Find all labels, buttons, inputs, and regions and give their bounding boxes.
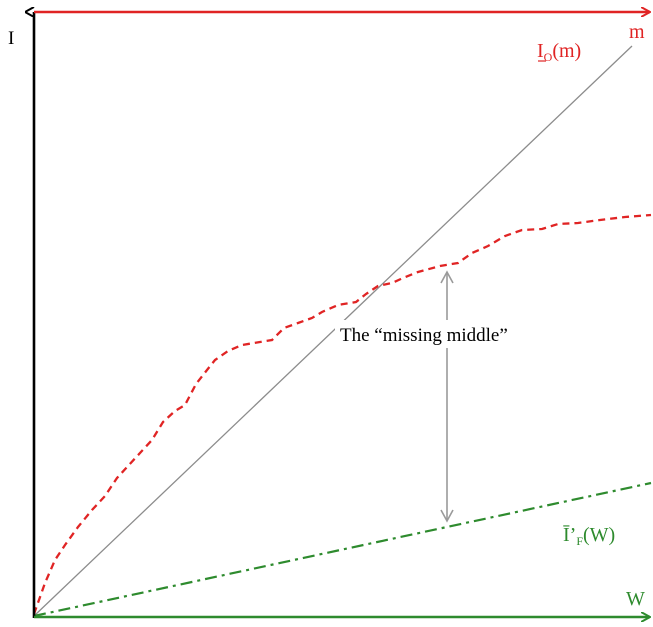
if-curve-label-subscript: F bbox=[576, 534, 583, 548]
io-curve-label-main: I bbox=[537, 40, 544, 62]
diagonal-line bbox=[33, 45, 633, 617]
top-axis-label: m bbox=[629, 21, 645, 43]
vertical-axis-label: I bbox=[8, 28, 14, 49]
if-curve-line bbox=[33, 481, 652, 618]
io-curve-label: IO(m) bbox=[537, 40, 581, 64]
missing-middle-label: The “missing middle” bbox=[340, 325, 508, 346]
io-curve-label-subscript: O bbox=[544, 50, 553, 64]
if-curve-label-suffix: (W) bbox=[583, 524, 615, 546]
if-curve-label-main: Ī’ bbox=[563, 524, 576, 546]
if-curve-label: Ī’F(W) bbox=[563, 524, 615, 548]
annotation-background bbox=[335, 320, 561, 348]
io-curve-line bbox=[32, 213, 652, 615]
missing-middle-arrow-top-head bbox=[440, 270, 454, 284]
io-curve-label-suffix: (m) bbox=[552, 40, 581, 62]
missing-middle-arrow-bottom-head bbox=[440, 509, 454, 523]
bottom-axis-label: W bbox=[626, 588, 645, 610]
